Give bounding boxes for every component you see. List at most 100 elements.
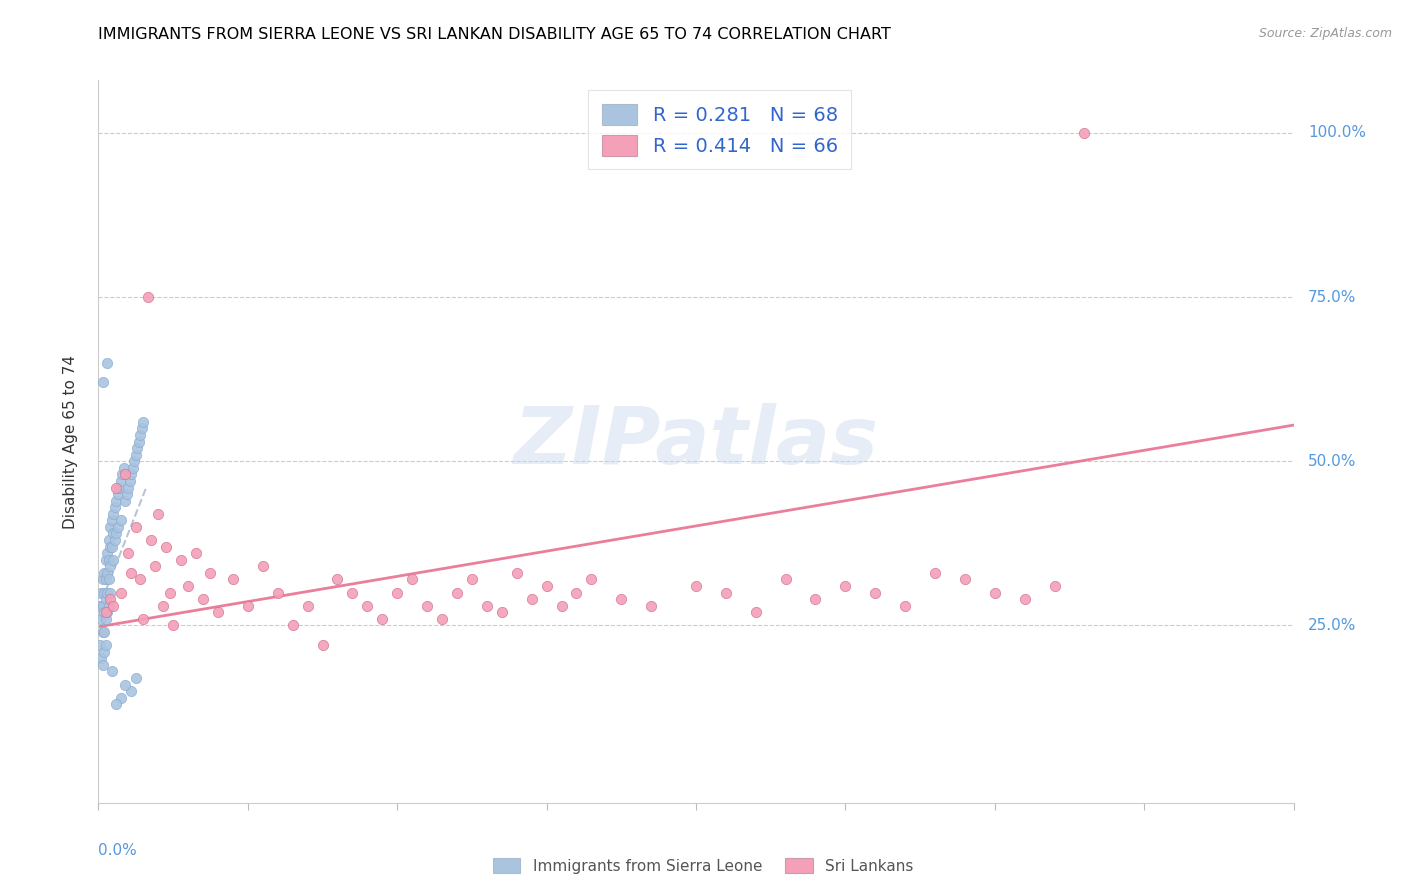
Point — [96, 356, 118, 370]
Point — [953, 573, 976, 587]
Point — [714, 585, 737, 599]
Point — [139, 533, 162, 547]
Point — [1073, 126, 1095, 140]
Point — [90, 585, 112, 599]
Point — [108, 481, 131, 495]
Point — [430, 612, 453, 626]
Point — [184, 546, 207, 560]
Point — [115, 487, 138, 501]
Point — [110, 513, 132, 527]
Point — [96, 585, 118, 599]
Point — [107, 520, 129, 534]
Point — [93, 566, 115, 580]
Point — [97, 599, 120, 613]
Point — [91, 625, 114, 640]
Point — [103, 526, 125, 541]
Point — [207, 605, 229, 619]
Point — [127, 441, 149, 455]
Point — [252, 559, 274, 574]
Point — [804, 592, 827, 607]
Point — [475, 599, 498, 613]
Point — [93, 625, 115, 640]
Point — [125, 448, 148, 462]
Point — [200, 566, 222, 580]
Point — [101, 665, 124, 679]
Point — [97, 573, 120, 587]
Point — [111, 467, 134, 482]
Point — [98, 520, 122, 534]
Point — [155, 540, 177, 554]
Text: 25.0%: 25.0% — [1308, 618, 1357, 633]
Point — [356, 599, 378, 613]
Point — [91, 573, 114, 587]
Point — [120, 684, 142, 698]
Point — [281, 618, 304, 632]
Point — [128, 434, 150, 449]
Point — [101, 513, 124, 527]
Point — [132, 415, 155, 429]
Point — [120, 566, 142, 580]
Point — [94, 612, 117, 626]
Point — [177, 579, 200, 593]
Point — [96, 566, 118, 580]
Point — [685, 579, 707, 593]
Point — [103, 599, 125, 613]
Point — [894, 599, 917, 613]
Point — [745, 605, 768, 619]
Point — [110, 690, 132, 705]
Text: IMMIGRANTS FROM SIERRA LEONE VS SRI LANKAN DISABILITY AGE 65 TO 74 CORRELATION C: IMMIGRANTS FROM SIERRA LEONE VS SRI LANK… — [98, 27, 891, 42]
Point — [121, 460, 143, 475]
Point — [834, 579, 856, 593]
Point — [120, 467, 142, 482]
Point — [101, 540, 124, 554]
Point — [610, 592, 633, 607]
Point — [97, 553, 120, 567]
Point — [132, 612, 155, 626]
Point — [222, 573, 245, 587]
Text: 75.0%: 75.0% — [1308, 290, 1357, 304]
Point — [93, 585, 115, 599]
Point — [581, 573, 603, 587]
Point — [114, 677, 136, 691]
Point — [125, 671, 148, 685]
Point — [93, 645, 115, 659]
Point — [103, 553, 125, 567]
Point — [89, 599, 111, 613]
Point — [1014, 592, 1036, 607]
Point — [640, 599, 662, 613]
Point — [311, 638, 333, 652]
Legend: R = 0.281   N = 68, R = 0.414   N = 66: R = 0.281 N = 68, R = 0.414 N = 66 — [589, 90, 851, 169]
Point — [94, 573, 117, 587]
Text: ZIPatlas: ZIPatlas — [513, 402, 879, 481]
Point — [117, 481, 139, 495]
Point — [536, 579, 558, 593]
Point — [110, 585, 132, 599]
Point — [110, 474, 132, 488]
Point — [148, 507, 170, 521]
Point — [1043, 579, 1066, 593]
Text: Source: ZipAtlas.com: Source: ZipAtlas.com — [1258, 27, 1392, 40]
Point — [103, 507, 125, 521]
Point — [136, 290, 159, 304]
Point — [152, 599, 174, 613]
Point — [461, 573, 484, 587]
Point — [162, 618, 184, 632]
Point — [104, 500, 127, 515]
Point — [104, 533, 127, 547]
Point — [775, 573, 797, 587]
Point — [143, 559, 166, 574]
Point — [446, 585, 468, 599]
Point — [114, 493, 136, 508]
Point — [105, 481, 128, 495]
Point — [326, 573, 349, 587]
Point — [371, 612, 394, 626]
Point — [97, 533, 120, 547]
Point — [401, 573, 423, 587]
Point — [267, 585, 290, 599]
Point — [342, 585, 364, 599]
Point — [90, 651, 112, 665]
Point — [385, 585, 409, 599]
Point — [96, 546, 118, 560]
Point — [107, 487, 129, 501]
Point — [98, 585, 122, 599]
